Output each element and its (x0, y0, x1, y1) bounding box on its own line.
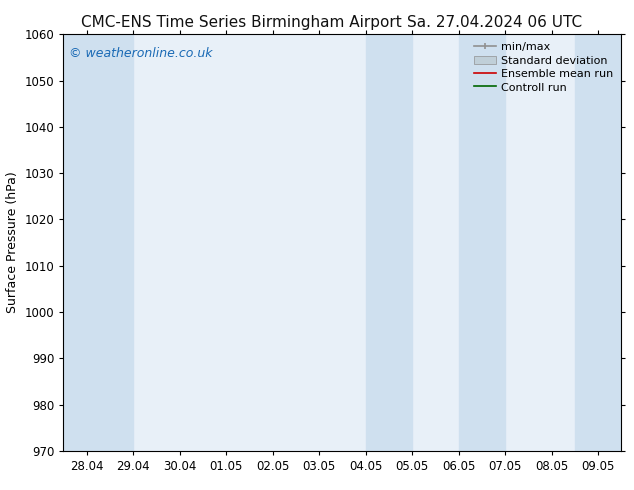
Bar (575, 34, 621, 451)
Legend: min/max, Standard deviation, Ensemble mean run, Controll run: min/max, Standard deviation, Ensemble me… (469, 38, 618, 97)
Bar (63, 34, 133, 451)
Y-axis label: Surface Pressure (hPa): Surface Pressure (hPa) (6, 172, 19, 314)
Bar (366, 34, 412, 451)
Bar (458, 34, 505, 451)
Text: © weatheronline.co.uk: © weatheronline.co.uk (69, 47, 212, 60)
Text: CMC-ENS Time Series Birmingham Airport: CMC-ENS Time Series Birmingham Airport (81, 15, 401, 30)
Text: Sa. 27.04.2024 06 UTC: Sa. 27.04.2024 06 UTC (407, 15, 582, 30)
